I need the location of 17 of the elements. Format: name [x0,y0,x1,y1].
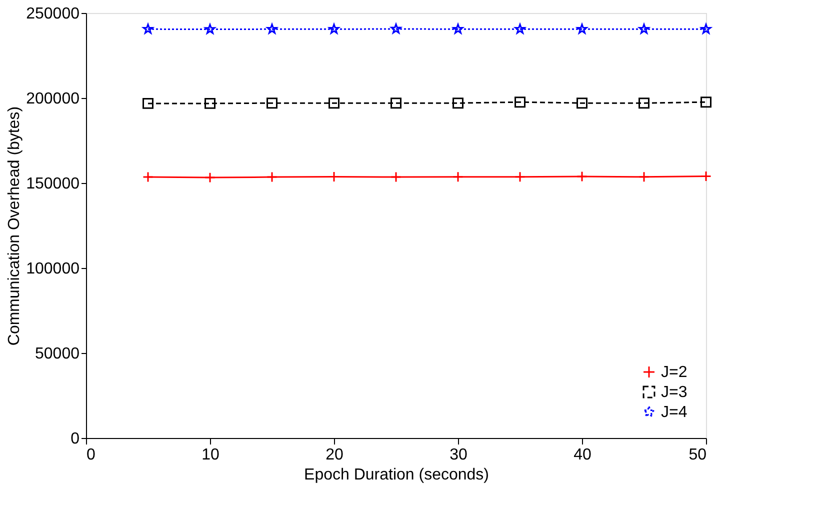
legend-label: J=3 [661,384,688,401]
y-tick-label: 50000 [35,346,80,362]
x-axis-title: Epoch Duration (seconds) [304,466,489,484]
y-tick-label: 0 [70,430,80,448]
y-tick-label: 250000 [26,6,80,22]
x-tick-label: 10 [202,446,220,464]
y-tick-label: 150000 [26,176,80,192]
x-tick-label: 40 [574,446,592,464]
x-tick-label: 0 [86,446,96,464]
x-tick-label: 50 [688,446,707,464]
y-axis-title: Communication Overhead (bytes) [6,106,24,346]
legend-label: J=2 [661,364,688,381]
x-tick-label: 20 [326,446,344,464]
legend-label: J=4 [661,404,688,421]
x-tick-label: 30 [450,446,468,464]
y-tick-label: 100000 [26,260,80,278]
y-tick-label: 200000 [26,90,80,108]
